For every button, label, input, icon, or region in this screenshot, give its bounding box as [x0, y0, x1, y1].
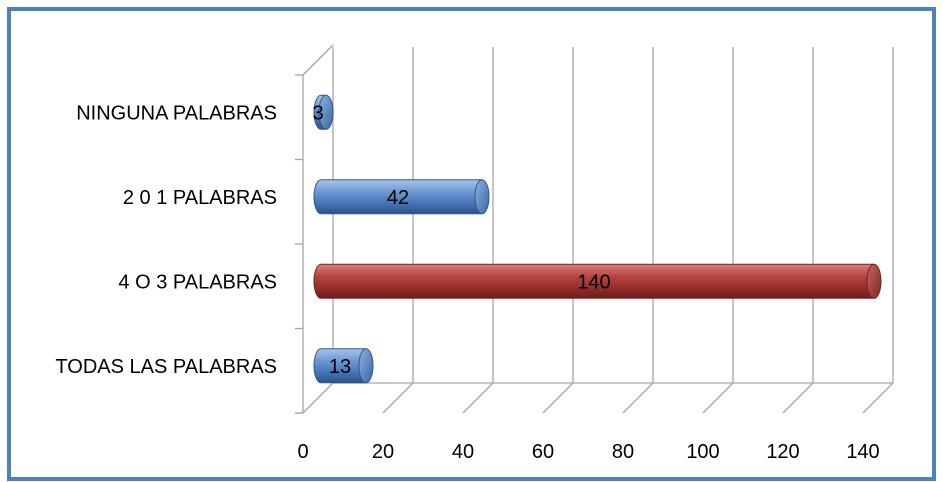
bar-body — [313, 263, 875, 299]
x-tick-label: 20 — [372, 441, 394, 463]
axis-layer — [295, 44, 334, 414]
bar-cap — [866, 263, 882, 299]
category-label: 2 0 1 PALABRAS — [123, 187, 277, 209]
category-labels: TODAS LAS PALABRAS 4 O 3 PALABRAS 2 0 1 PA… — [55, 102, 277, 378]
bar: 42 — [313, 179, 490, 215]
bar: 13 — [313, 348, 374, 384]
data-label: 3 — [312, 102, 323, 124]
x-tick-label: 80 — [612, 441, 634, 463]
bars: 13 140 42 3 — [312, 94, 882, 384]
bar-body — [313, 179, 483, 215]
floor-gridline — [382, 382, 414, 414]
floor-gridline — [622, 382, 654, 414]
bar-cap — [358, 348, 374, 384]
category-label: NINGUNA PALABRAS — [76, 102, 277, 124]
grid-layer — [302, 47, 894, 414]
data-label: 42 — [387, 187, 409, 209]
floor-gridline — [862, 382, 894, 414]
floor-gridline — [462, 382, 494, 414]
axis-top-depth — [302, 44, 334, 76]
floor-gridline — [782, 382, 814, 414]
floor-gridline — [302, 382, 334, 414]
x-tick-label: 0 — [297, 441, 308, 463]
data-label: 140 — [577, 271, 610, 293]
x-tick-labels: 0 20 40 60 80 100 120 140 — [297, 441, 879, 463]
category-label: TODAS LAS PALABRAS — [55, 356, 277, 378]
bar-cap — [318, 94, 334, 130]
x-tick-label: 100 — [686, 441, 719, 463]
chart-border — [7, 7, 936, 481]
bar: 3 — [312, 94, 334, 130]
bar-cap — [474, 179, 490, 215]
data-label: 13 — [329, 356, 351, 378]
bar-body — [313, 348, 367, 384]
bar: 140 — [313, 263, 882, 299]
x-tick-label: 60 — [532, 441, 554, 463]
x-tick-label: 120 — [766, 441, 799, 463]
category-label: 4 O 3 PALABRAS — [118, 271, 277, 293]
x-tick-label: 140 — [846, 441, 879, 463]
floor-gridline — [542, 382, 574, 414]
floor-gridline — [702, 382, 734, 414]
x-tick-label: 40 — [452, 441, 474, 463]
